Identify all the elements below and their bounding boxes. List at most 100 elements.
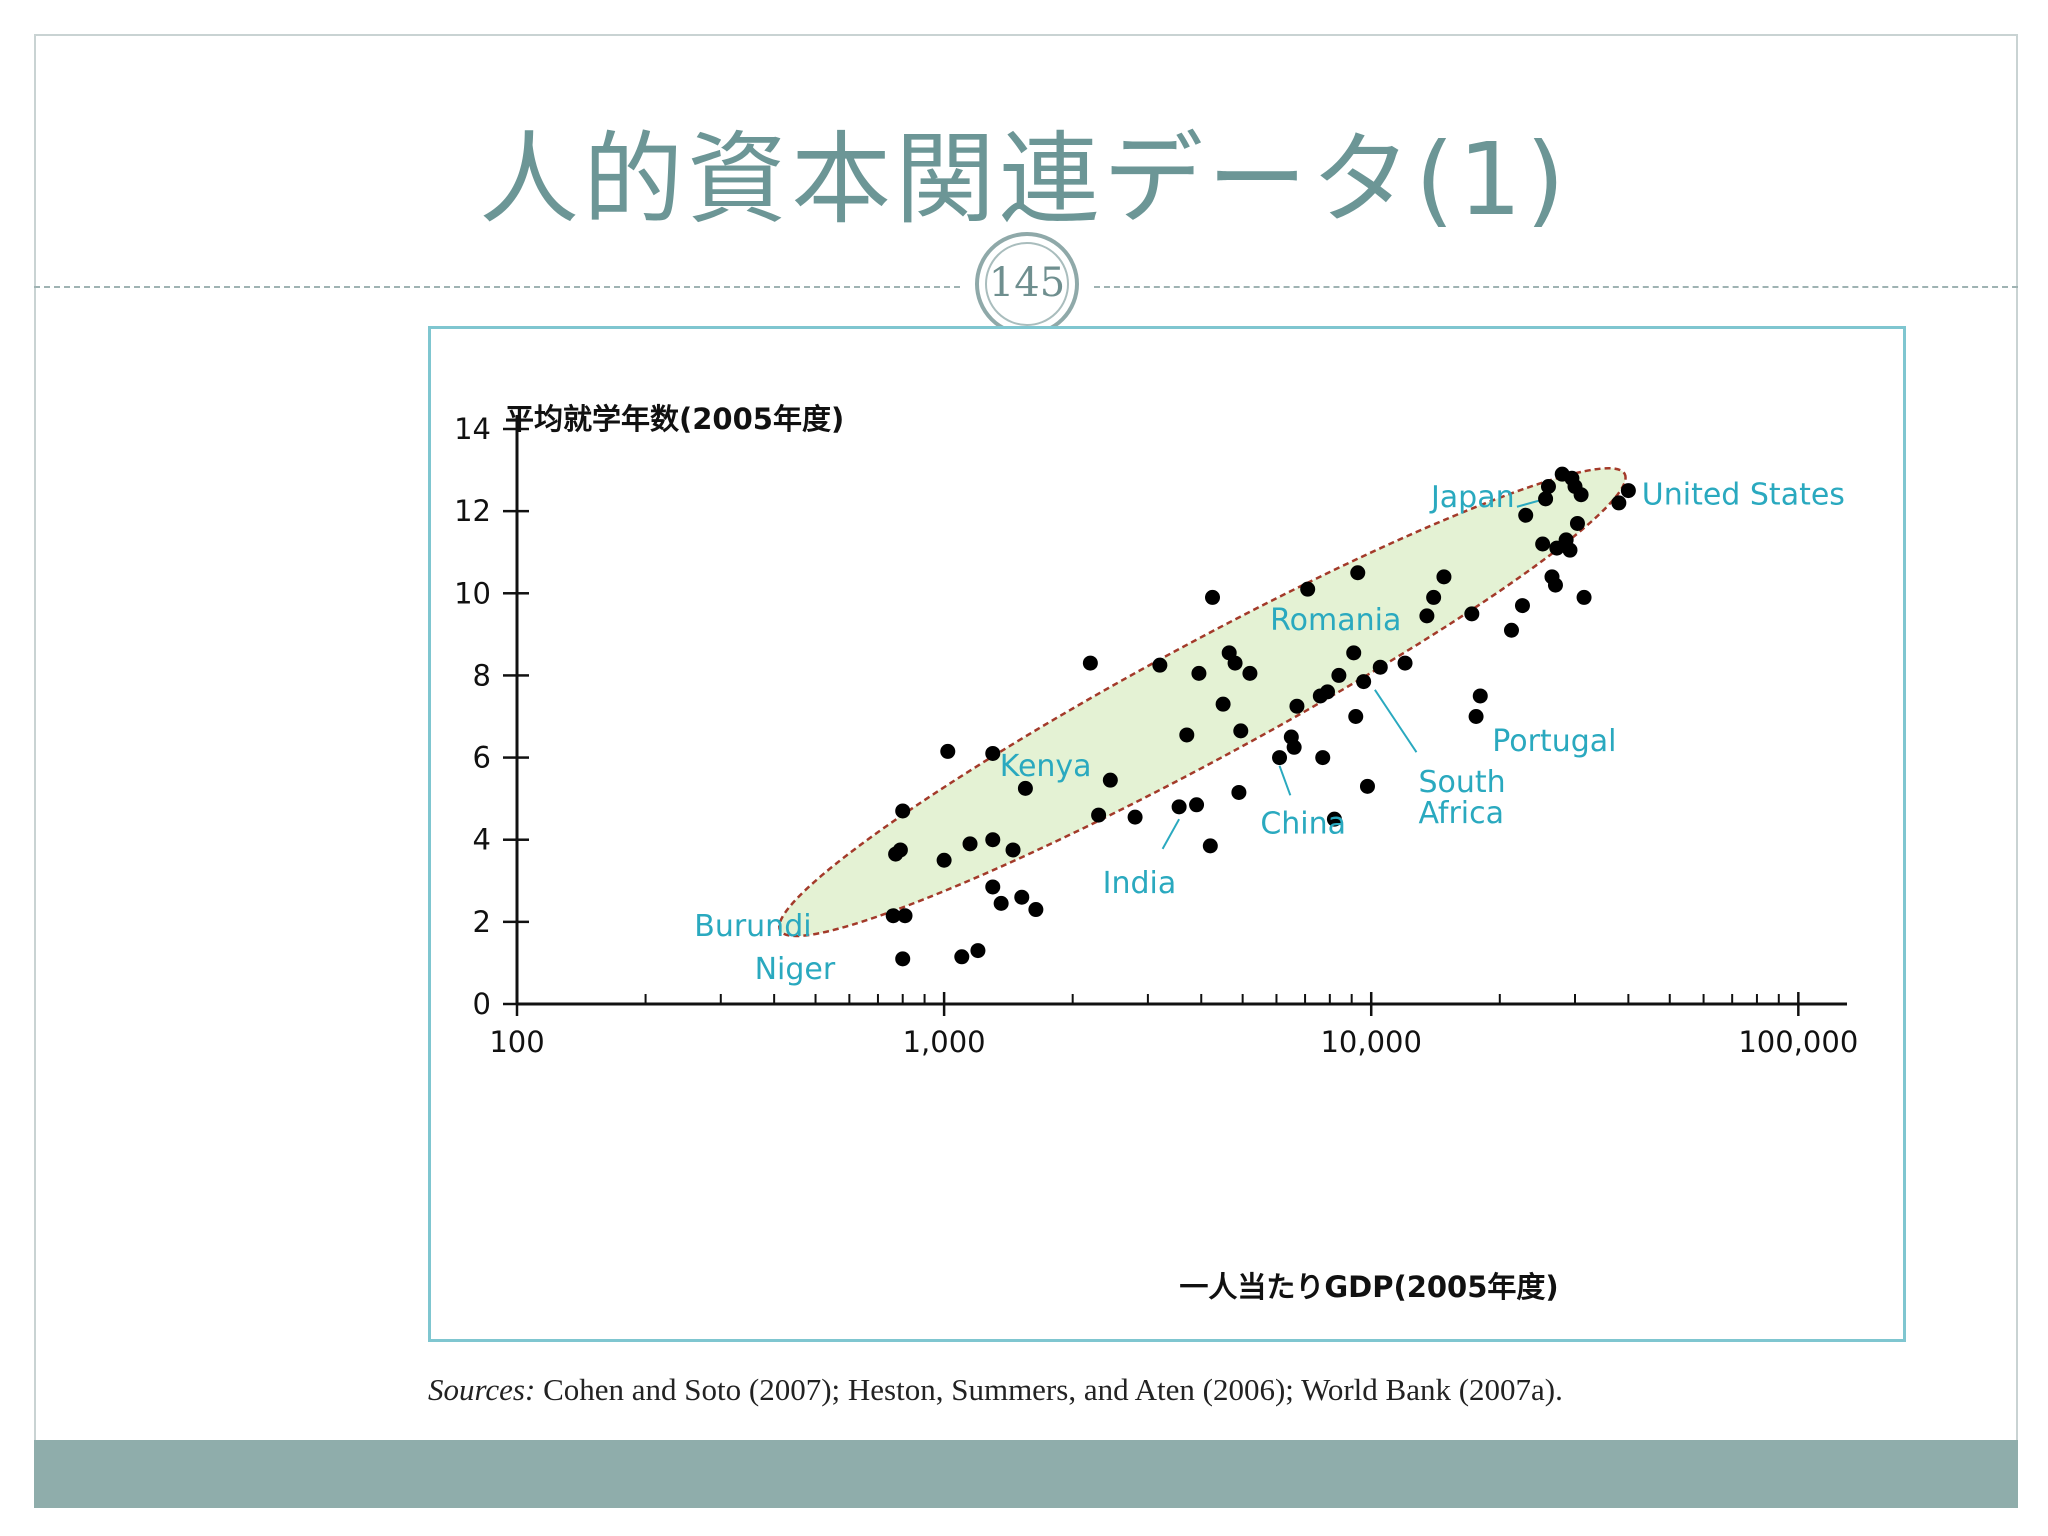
leader-line [1278,765,1292,796]
figure-frame: 0 2 4 6 8 10 12 14 100 1,000 10,000 100,000 Japan Un… [428,326,1906,1342]
data-point [1540,479,1556,494]
x-tick-label: 100,000 [1738,1025,1858,1059]
source-citation: Sources: Cohen and Soto (2007); Heston, … [428,1372,1563,1408]
scatter-chart: 0 2 4 6 8 10 12 14 100 1,000 10,000 100,000 Japan Un… [454,402,1858,1304]
data-point [1397,655,1413,671]
data-point [1082,655,1098,671]
y-tick-label: 12 [454,494,491,528]
y-tick-label: 8 [473,658,491,692]
data-point [970,943,986,959]
data-point [1503,622,1519,638]
data-point [1372,659,1388,675]
data-point [1300,581,1316,597]
data-point [1005,842,1021,858]
x-tick-label: 10,000 [1320,1025,1421,1059]
y-tick-label: 10 [454,576,491,610]
x-tick-label: 1,000 [903,1025,986,1059]
data-point [1547,577,1563,593]
country-label: Kenya [1000,749,1092,784]
data-point [1436,569,1452,585]
data-point [1464,606,1480,622]
data-point [1091,807,1107,823]
data-point [1315,750,1331,766]
data-point [1535,536,1551,552]
data-point [1102,772,1118,788]
data-point [1319,684,1335,700]
data-point [1179,727,1195,743]
data-point [1346,645,1362,661]
data-point [985,745,1001,761]
data-point [1348,709,1364,724]
annotation-layer: Japan United States Romania Kenya Portugal So… [694,478,1845,987]
data-point [1152,657,1168,673]
data-point [1514,598,1530,614]
data-point [1326,811,1342,827]
data-point [940,743,956,759]
points-layer [885,466,1636,967]
data-point [985,832,1001,848]
y-tick-label: 6 [473,741,491,775]
footer-band [34,1440,2018,1508]
page-number-ring [985,242,1069,326]
data-point [1227,655,1243,671]
data-point [1202,838,1218,854]
data-point [1620,483,1636,499]
y-tick-label: 2 [473,905,491,939]
data-point [892,842,908,858]
country-label: Niger [755,952,836,987]
country-label: Africa [1418,796,1504,831]
y-axis-label: 平均就学年数(2005年度) [505,402,844,436]
source-text: Cohen and Soto (2007); Heston, Summers, … [535,1372,1563,1407]
data-point [1538,491,1554,507]
page-number: 145 [988,260,1066,306]
data-point [1350,565,1366,581]
axes-layer: 0 2 4 6 8 10 12 14 100 1,000 10,000 100,000 [454,412,1858,1059]
data-point [1573,487,1589,503]
highlight-ellipse [778,466,1627,938]
data-point [985,879,1001,895]
data-point [1028,902,1044,918]
x-tick-label: 100 [489,1025,544,1059]
leader-line [1161,818,1180,850]
country-label: South [1418,765,1505,800]
y-tick-label: 4 [473,823,491,857]
data-point [885,908,901,924]
title-divider-left [34,286,960,288]
data-point [1127,809,1143,825]
data-point [897,908,913,924]
country-label: Romania [1270,603,1401,638]
data-point [1569,515,1585,531]
page-number-badge: 145 [975,232,1079,336]
data-point [993,895,1009,911]
data-point [895,951,911,967]
country-label: India [1103,866,1177,901]
data-point [1205,589,1221,605]
data-point [1426,589,1442,605]
data-point [1468,709,1484,724]
country-label: Portugal [1492,724,1616,759]
country-label: Japan [1429,480,1515,515]
data-point [1242,665,1258,681]
title-divider-right [1094,286,2018,288]
country-label: Burundi [694,909,811,944]
data-point [1191,665,1207,681]
country-label: United States [1642,478,1845,513]
source-label: Sources: [428,1372,536,1407]
data-point [895,803,911,819]
highlight-ellipse-layer [778,466,1627,938]
data-point [1171,799,1187,815]
data-point [1286,739,1302,755]
slide-title: 人的資本関連データ(1) [479,121,1569,238]
data-point [1331,667,1347,683]
data-point [1231,784,1247,800]
y-tick-label: 14 [454,412,491,446]
data-point [1562,542,1578,558]
data-point [1189,797,1205,813]
data-point [1289,698,1305,714]
data-point [1017,780,1033,796]
leader-line [1374,689,1418,753]
data-point [1356,674,1372,690]
data-point [1233,723,1249,739]
data-point [1611,495,1627,511]
y-tick-label: 0 [473,987,491,1021]
